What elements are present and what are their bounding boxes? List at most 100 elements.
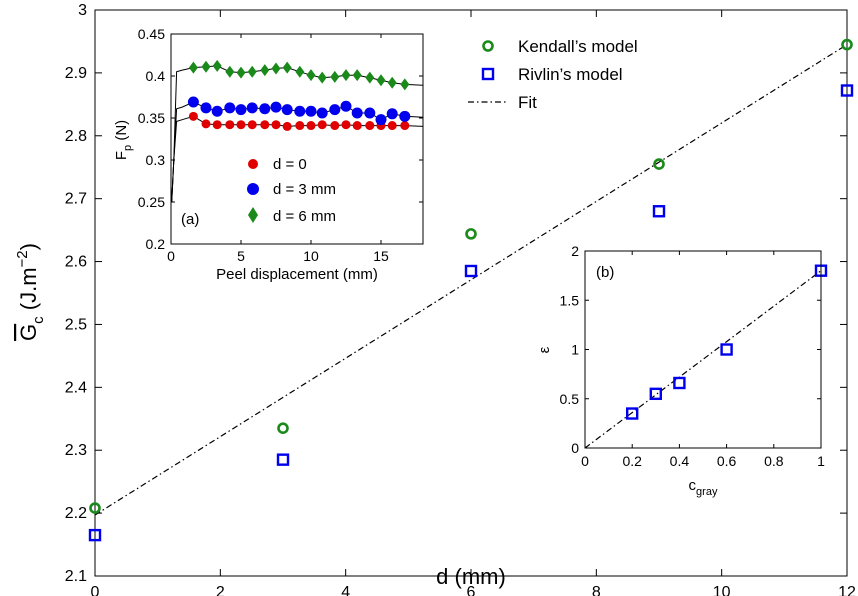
- main-x-axis-label: d (mm): [436, 564, 506, 589]
- main-y-axis-subscript: c: [30, 316, 47, 324]
- inset-b-x-tick-label: 1: [817, 453, 825, 469]
- inset-a-point-d0: [188, 111, 198, 121]
- main-chart: 0 2 4 6 8 10 122.12.22.32.42.52.62.72.82.93 Ke…: [14, 2, 856, 596]
- rivlin-point: [276, 453, 290, 466]
- svg-text:Fp (N): Fp (N): [113, 120, 134, 160]
- inset-a-legend-d3-label: d = 3 mm: [273, 181, 336, 198]
- inset-a-point-d6: [387, 76, 397, 89]
- inset-a-point-d0: [212, 120, 222, 130]
- inset-a-point-d3: [224, 102, 236, 114]
- inset-b-x-tick-label: 0: [581, 453, 589, 469]
- inset-a-point-d0: [400, 121, 410, 131]
- inset-a-point-d6: [330, 70, 340, 83]
- main-y-tick-label: 2.1: [65, 568, 87, 585]
- inset-a-point-d3: [281, 104, 293, 116]
- inset-b: 0 0.2 0.4 0.6 0.8 1 0 0.5 1 1.5 2 (b) cgray ε: [536, 243, 828, 498]
- legend-kendall-label: Kendall’s model: [518, 37, 638, 56]
- inset-a-legend-d3-marker: [247, 183, 259, 195]
- inset-a-point-d0: [317, 120, 327, 130]
- main-x-tick-label: 10: [713, 584, 731, 596]
- inset-b-y-tick-label: 2: [571, 243, 579, 259]
- inset-a-point-d6: [376, 74, 386, 87]
- inset-a: 0 5 10 15 0.2 0.25 0.3 0.35 0.4 0.45 (a) d = 0 d …: [113, 26, 424, 283]
- inset-b-panel-label: (b): [596, 264, 614, 281]
- inset-a-point-d6: [341, 69, 351, 82]
- legend-rivlin-marker: [481, 67, 495, 81]
- inset-a-point-d3: [187, 96, 199, 108]
- svg-text:cgray: cgray: [689, 477, 718, 498]
- inset-a-point-d0: [201, 119, 211, 129]
- inset-a-point-d6: [260, 64, 270, 77]
- inset-b-tick-layer: 0 0.2 0.4 0.6 0.8 1 0 0.5 1 1.5 2: [560, 243, 826, 469]
- inset-a-legend-d6-label: d = 6 mm: [273, 208, 336, 225]
- inset-a-point-d0: [352, 121, 362, 131]
- inset-a-point-d6: [212, 59, 222, 72]
- inset-a-point-d6: [317, 71, 327, 84]
- main-tick-layer: 0 2 4 6 8 10 122.12.22.32.42.52.62.72.82.93: [65, 2, 856, 596]
- rivlin-point: [840, 84, 854, 97]
- inset-a-x-tick-label: 5: [237, 248, 245, 264]
- inset-a-point-d3: [329, 104, 341, 116]
- main-y-axis-exponent: −2: [14, 250, 31, 267]
- inset-b-fit-line: [584, 270, 822, 449]
- main-y-tick-label: 2.8: [65, 128, 87, 145]
- inset-a-y-axis-unit: (N): [113, 120, 130, 145]
- inset-a-point-d3: [364, 107, 376, 119]
- inset-a-point-d0: [225, 120, 235, 130]
- inset-a-tick-layer: 0 5 10 15 0.2 0.25 0.3 0.35 0.4 0.45: [138, 26, 423, 264]
- inset-a-point-d0: [295, 121, 305, 131]
- inset-a-x-axis-label: Peel displacement (mm): [216, 266, 378, 283]
- inset-a-legend-d0-marker: [248, 159, 258, 169]
- inset-a-x-tick-label: 0: [167, 248, 175, 264]
- main-fit-line: [94, 44, 848, 516]
- main-y-tick-label: 2.5: [65, 316, 87, 333]
- inset-b-y-tick-label: 1.5: [560, 292, 580, 308]
- inset-a-point-d3: [211, 105, 223, 117]
- inset-a-point-d6: [282, 61, 292, 74]
- main-y-tick-label: 2.2: [65, 505, 87, 522]
- kendall-point: [465, 228, 477, 240]
- rivlin-point: [88, 528, 102, 542]
- inset-a-point-d6: [247, 65, 257, 78]
- main-y-axis-unit: (J.m: [16, 267, 41, 310]
- inset-b-x-tick-label: 0.6: [717, 453, 737, 469]
- inset-a-x-tick-label: 15: [373, 248, 389, 264]
- main-y-axis-close: ): [16, 243, 41, 250]
- inset-a-frame: [170, 33, 424, 245]
- inset-a-point-d3: [340, 100, 352, 112]
- inset-a-y-tick-label: 0.45: [138, 26, 165, 42]
- inset-a-point-d0: [260, 120, 270, 130]
- main-legend: Kendall’s model Rivlin’s model Fit: [468, 37, 638, 112]
- inset-b-x-axis-subscript: gray: [696, 486, 718, 498]
- inset-b-x-tick-label: 0.8: [764, 453, 784, 469]
- inset-a-point-d3: [246, 102, 258, 114]
- inset-b-y-tick-label: 0.5: [560, 391, 580, 407]
- inset-a-point-d3: [399, 110, 411, 122]
- inset-a-point-d0: [236, 120, 246, 130]
- inset-a-background: [171, 34, 423, 244]
- legend-kendall-marker: [482, 40, 494, 52]
- main-y-tick-label: 3: [78, 2, 87, 19]
- inset-a-point-d6: [225, 65, 235, 78]
- kendall-point: [841, 38, 853, 51]
- inset-a-point-d0: [271, 120, 281, 130]
- legend-rivlin-label: Rivlin’s model: [518, 65, 623, 84]
- inset-a-y-axis-subscript: p: [122, 145, 134, 151]
- inset-a-x-tick-label: 10: [303, 248, 319, 264]
- inset-a-point-layer: [187, 59, 411, 131]
- kendall-point: [277, 422, 289, 435]
- inset-b-point: [649, 387, 662, 401]
- inset-b-fit-layer: [584, 270, 822, 449]
- inset-b-point: [673, 376, 686, 390]
- main-y-tick-label: 2.6: [65, 254, 87, 271]
- inset-a-point-d3: [270, 101, 282, 113]
- inset-a-point-d6: [352, 69, 362, 82]
- inset-b-x-tick-label: 0.2: [622, 453, 642, 469]
- inset-a-point-d6: [306, 69, 316, 82]
- main-y-tick-label: 2.9: [65, 65, 87, 82]
- main-y-tick-label: 2.7: [65, 191, 87, 208]
- inset-a-point-d0: [387, 121, 397, 131]
- inset-a-point-d6: [400, 78, 410, 91]
- kendall-point: [89, 502, 101, 514]
- main-x-tick-label: 2: [216, 584, 225, 596]
